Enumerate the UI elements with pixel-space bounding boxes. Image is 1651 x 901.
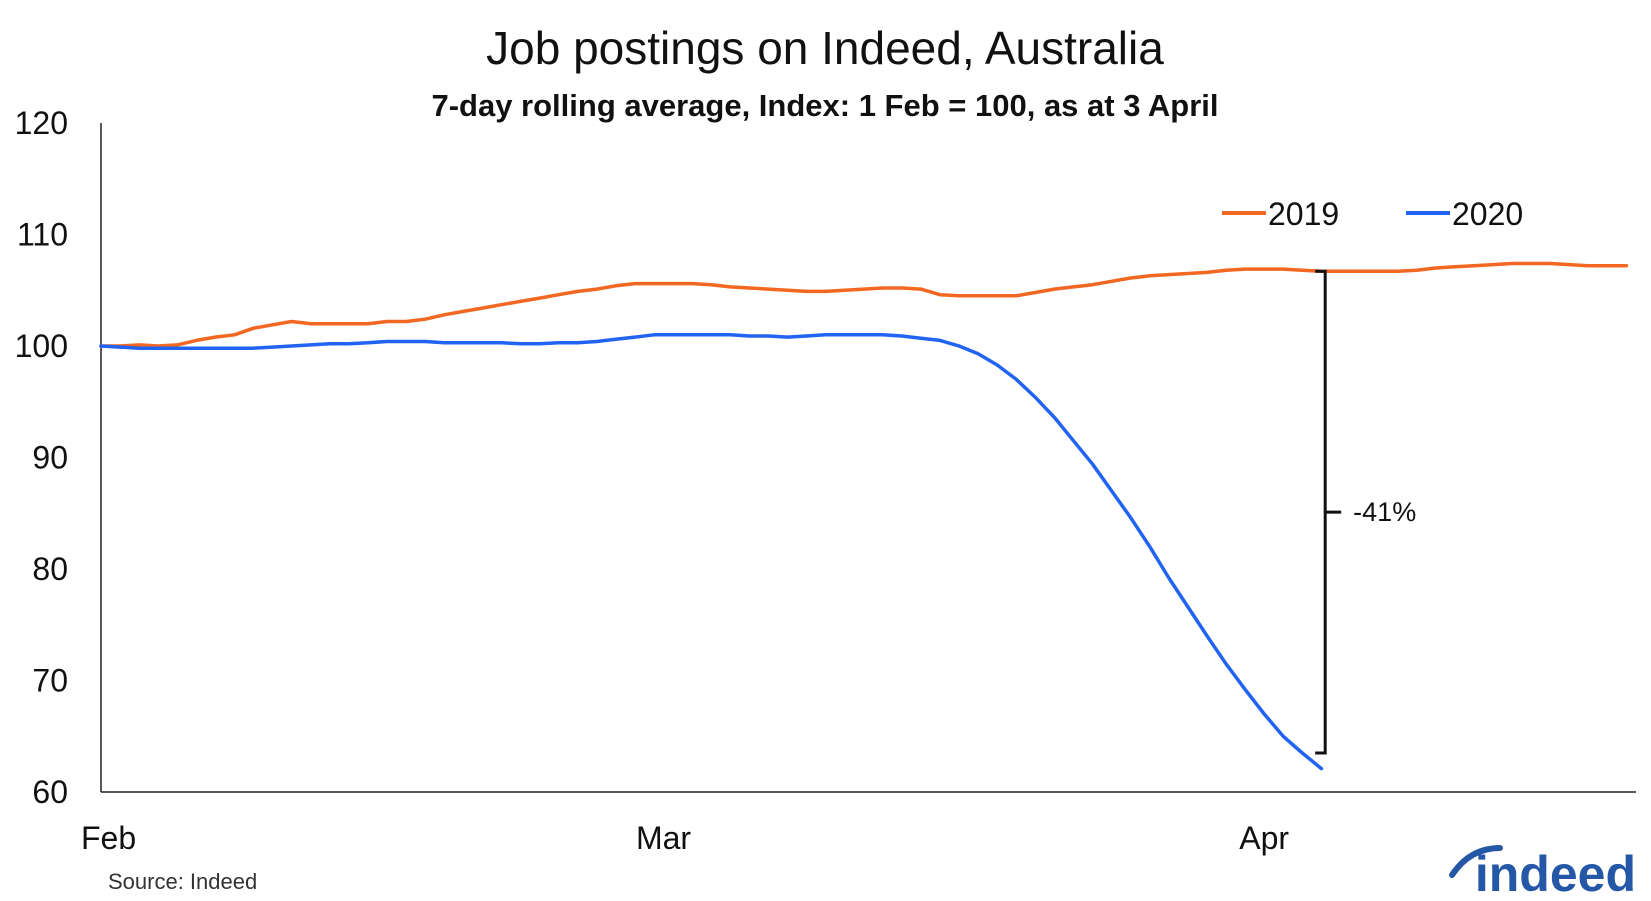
series-line-2019 bbox=[99, 261, 1629, 348]
y-tick-label: 100 bbox=[15, 328, 68, 364]
legend-label-2019: 2019 bbox=[1268, 196, 1339, 232]
y-tick-label: 60 bbox=[32, 774, 68, 810]
legend: 2019 2020 bbox=[1222, 196, 1523, 232]
series-layer bbox=[99, 261, 1629, 771]
x-tick-label: Feb bbox=[81, 820, 136, 856]
chart-subtitle: 7-day rolling average, Index: 1 Feb = 10… bbox=[431, 88, 1218, 123]
series-line-2020 bbox=[99, 333, 1324, 771]
y-axis-ticks: 120 110 100 90 80 70 60 bbox=[15, 105, 68, 810]
logo-swoosh-icon bbox=[1449, 845, 1503, 878]
y-tick-label: 80 bbox=[32, 551, 68, 587]
x-tick-label: Apr bbox=[1239, 820, 1289, 856]
x-tick-label: Mar bbox=[636, 820, 691, 856]
y-tick-label: 110 bbox=[17, 217, 68, 253]
change-annotation: -41% bbox=[1315, 269, 1416, 755]
y-tick-label: 70 bbox=[32, 663, 68, 699]
annotation-bracket bbox=[1315, 269, 1342, 755]
annotation-label: -41% bbox=[1353, 497, 1416, 527]
indeed-logo: indeed bbox=[1449, 845, 1636, 901]
y-tick-label: 90 bbox=[32, 440, 68, 476]
x-axis-ticks: Feb Mar Apr bbox=[81, 820, 1289, 856]
source-note: Source: Indeed bbox=[108, 869, 257, 894]
logo-text: indeed bbox=[1475, 846, 1636, 901]
chart-title: Job postings on Indeed, Australia bbox=[486, 22, 1164, 74]
legend-label-2020: 2020 bbox=[1452, 196, 1523, 232]
y-tick-label: 120 bbox=[15, 105, 68, 141]
